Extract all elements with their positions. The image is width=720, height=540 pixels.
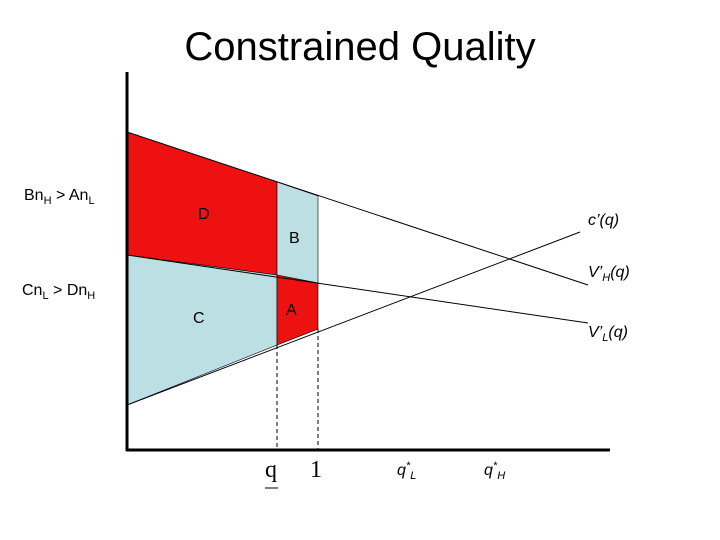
region-label: D	[198, 206, 210, 223]
text: (q)	[610, 264, 630, 281]
region-label: C	[193, 310, 205, 327]
subscript: H	[87, 290, 95, 302]
region-label: B	[289, 230, 300, 247]
condition-top: BnH > AnL	[24, 187, 95, 207]
subscript: H	[497, 470, 505, 482]
cost-curve	[126, 231, 581, 406]
region-c	[126, 254, 278, 406]
curve-label: V’H(q)	[588, 264, 630, 284]
curve-label: V’L(q)	[588, 324, 628, 344]
x-label: q*L	[397, 460, 416, 482]
subscript: H	[44, 195, 52, 207]
text: Cn	[22, 282, 42, 299]
text: > An	[52, 187, 89, 204]
text: V’	[588, 264, 603, 281]
subscript: L	[602, 332, 608, 344]
high-value-curve	[126, 131, 589, 286]
x-label: 1	[310, 457, 322, 483]
x-label: q*H	[484, 460, 505, 482]
subscript: L	[410, 470, 416, 482]
superscript: *	[493, 460, 498, 472]
text: V’	[588, 324, 603, 341]
title: Constrained Quality	[184, 25, 535, 69]
x-label: q	[265, 457, 277, 483]
region-label: A	[286, 302, 297, 319]
subscript: H	[602, 272, 610, 284]
text: Bn	[24, 187, 44, 204]
subscript: L	[42, 290, 48, 302]
text: > Dn	[49, 282, 88, 299]
curve-label: c’(q)	[588, 212, 619, 229]
condition-bottom: CnL > DnH	[22, 282, 95, 302]
text: q	[397, 462, 406, 479]
text: (q)	[608, 324, 628, 341]
text: q	[484, 462, 493, 479]
low-value-curve	[126, 254, 589, 324]
subscript: L	[88, 195, 94, 207]
superscript: *	[406, 460, 411, 472]
region-d	[126, 131, 278, 276]
